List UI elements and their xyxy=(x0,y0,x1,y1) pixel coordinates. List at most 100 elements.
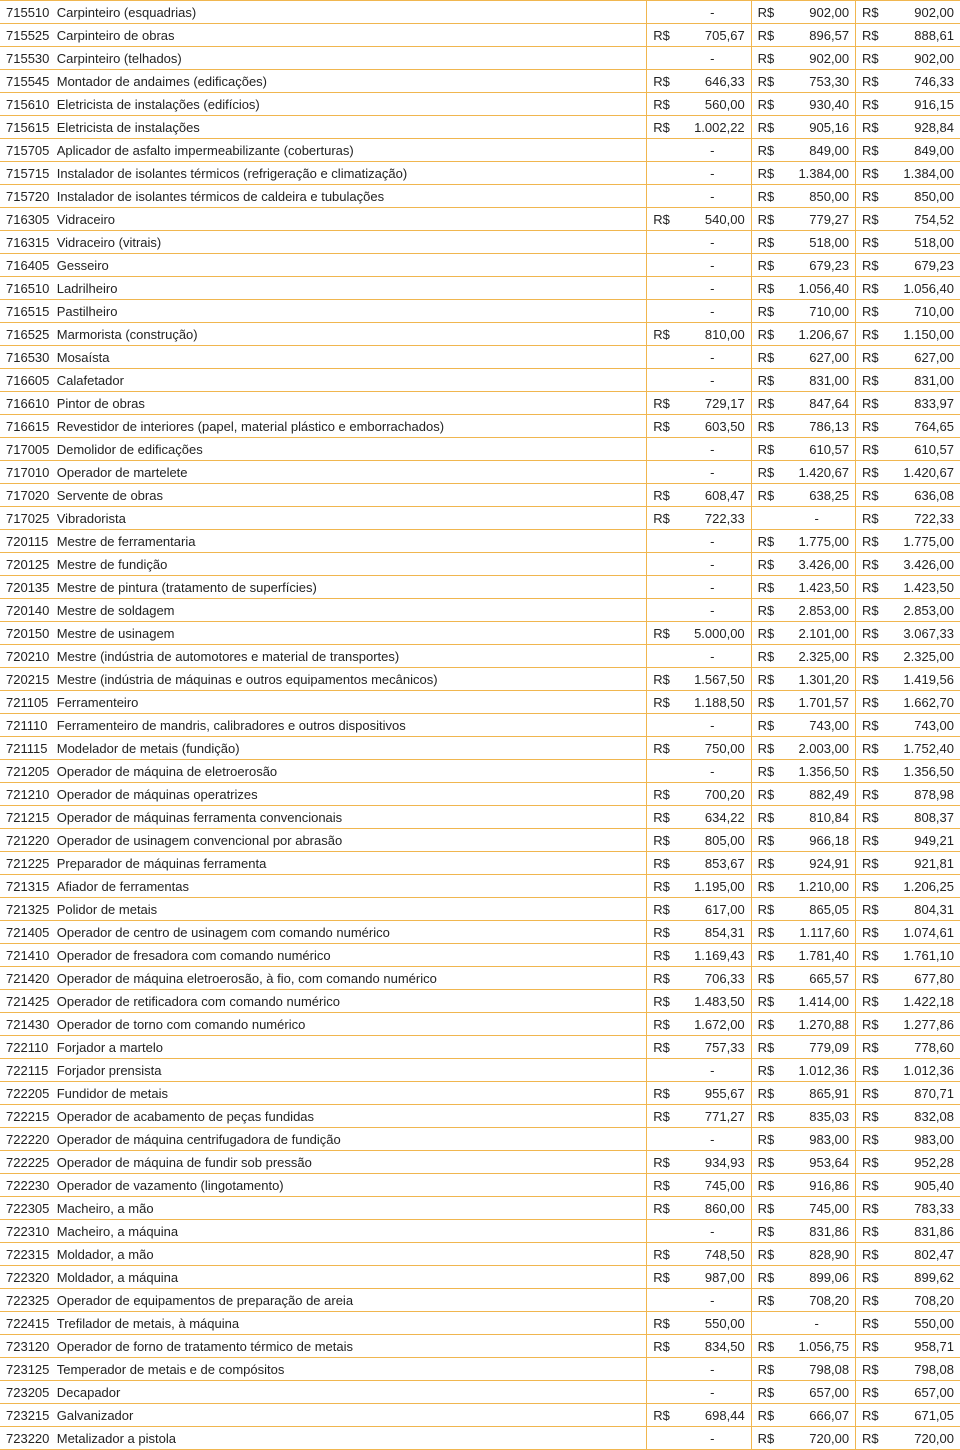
value-cell: 634,22 xyxy=(674,806,751,829)
value-cell: - xyxy=(674,760,751,783)
desc-cell: Operador de máquina de eletroerosão xyxy=(57,760,647,783)
value-cell: 677,80 xyxy=(883,967,960,990)
currency-cell xyxy=(647,1128,674,1151)
currency-cell: R$ xyxy=(647,1266,674,1289)
code-cell: 716510 xyxy=(0,277,57,300)
currency-cell: R$ xyxy=(856,1220,883,1243)
currency-cell xyxy=(647,47,674,70)
code-cell: 715545 xyxy=(0,70,57,93)
currency-cell: R$ xyxy=(647,806,674,829)
currency-cell xyxy=(647,530,674,553)
code-cell: 721115 xyxy=(0,737,57,760)
value-cell: 722,33 xyxy=(674,507,751,530)
value-cell: 1.277,86 xyxy=(883,1013,960,1036)
currency-cell: R$ xyxy=(647,1174,674,1197)
currency-cell: R$ xyxy=(751,967,778,990)
currency-cell xyxy=(647,599,674,622)
currency-cell: R$ xyxy=(751,1059,778,1082)
currency-cell: R$ xyxy=(751,1,778,24)
desc-cell: Macheiro, a máquina xyxy=(57,1220,647,1243)
table-row: 720150Mestre de usinagemR$5.000,00R$2.10… xyxy=(0,622,960,645)
value-cell: - xyxy=(674,369,751,392)
table-row: 721420Operador de máquina eletroerosão, … xyxy=(0,967,960,990)
value-cell: 750,00 xyxy=(674,737,751,760)
value-cell: 560,00 xyxy=(674,93,751,116)
currency-cell xyxy=(751,507,778,530)
table-row: 721110Ferramenteiro de mandris, calibrad… xyxy=(0,714,960,737)
desc-cell: Moldador, a máquina xyxy=(57,1266,647,1289)
currency-cell: R$ xyxy=(751,1289,778,1312)
value-cell: 1.210,00 xyxy=(778,875,855,898)
value-cell: 949,21 xyxy=(883,829,960,852)
table-row: 715720Instalador de isolantes térmicos d… xyxy=(0,185,960,208)
currency-cell: R$ xyxy=(647,1312,674,1335)
value-cell: 1.567,50 xyxy=(674,668,751,691)
currency-cell: R$ xyxy=(751,875,778,898)
currency-cell: R$ xyxy=(856,1289,883,1312)
currency-cell xyxy=(647,300,674,323)
code-cell: 722205 xyxy=(0,1082,57,1105)
currency-cell: R$ xyxy=(856,1059,883,1082)
currency-cell: R$ xyxy=(647,1013,674,1036)
currency-cell: R$ xyxy=(647,507,674,530)
value-cell: 882,49 xyxy=(778,783,855,806)
currency-cell: R$ xyxy=(856,24,883,47)
currency-cell: R$ xyxy=(751,93,778,116)
currency-cell xyxy=(751,1312,778,1335)
desc-cell: Ferramenteiro de mandris, calibradores e… xyxy=(57,714,647,737)
currency-cell xyxy=(647,1381,674,1404)
value-cell: 636,08 xyxy=(883,484,960,507)
value-cell: 850,00 xyxy=(778,185,855,208)
currency-cell: R$ xyxy=(751,1243,778,1266)
value-cell: 849,00 xyxy=(778,139,855,162)
currency-cell: R$ xyxy=(856,944,883,967)
currency-cell: R$ xyxy=(647,1243,674,1266)
value-cell: 808,37 xyxy=(883,806,960,829)
desc-cell: Operador de equipamentos de preparação d… xyxy=(57,1289,647,1312)
code-cell: 720115 xyxy=(0,530,57,553)
value-cell: 3.067,33 xyxy=(883,622,960,645)
value-cell: 1.775,00 xyxy=(778,530,855,553)
currency-cell: R$ xyxy=(647,93,674,116)
code-cell: 717005 xyxy=(0,438,57,461)
value-cell: 671,05 xyxy=(883,1404,960,1427)
currency-cell xyxy=(647,277,674,300)
code-cell: 720140 xyxy=(0,599,57,622)
currency-cell: R$ xyxy=(856,1197,883,1220)
value-cell: 722,33 xyxy=(883,507,960,530)
table-row: 723125Temperador de metais e de compósit… xyxy=(0,1358,960,1381)
value-cell: 3.426,00 xyxy=(883,553,960,576)
value-cell: 921,81 xyxy=(883,852,960,875)
table-row: 716610Pintor de obrasR$729,17R$847,64R$8… xyxy=(0,392,960,415)
currency-cell: R$ xyxy=(751,484,778,507)
value-cell: - xyxy=(674,1059,751,1082)
value-cell: 850,00 xyxy=(883,185,960,208)
currency-cell: R$ xyxy=(856,208,883,231)
currency-cell: R$ xyxy=(856,852,883,875)
code-cell: 720135 xyxy=(0,576,57,599)
currency-cell: R$ xyxy=(751,1105,778,1128)
currency-cell: R$ xyxy=(856,47,883,70)
desc-cell: Mestre de soldagem xyxy=(57,599,647,622)
currency-cell: R$ xyxy=(751,783,778,806)
value-cell: 2.325,00 xyxy=(778,645,855,668)
value-cell: 1.775,00 xyxy=(883,530,960,553)
currency-cell: R$ xyxy=(856,1151,883,1174)
currency-cell: R$ xyxy=(647,622,674,645)
desc-cell: Preparador de máquinas ferramenta xyxy=(57,852,647,875)
currency-cell: R$ xyxy=(856,1128,883,1151)
currency-cell xyxy=(647,438,674,461)
currency-cell: R$ xyxy=(751,1381,778,1404)
value-cell: 743,00 xyxy=(883,714,960,737)
value-cell: 3.426,00 xyxy=(778,553,855,576)
code-cell: 716610 xyxy=(0,392,57,415)
currency-cell xyxy=(647,231,674,254)
table-row: 717005Demolidor de edificações-R$610,57R… xyxy=(0,438,960,461)
value-cell: 860,00 xyxy=(674,1197,751,1220)
value-cell: 757,33 xyxy=(674,1036,751,1059)
currency-cell: R$ xyxy=(856,1404,883,1427)
currency-cell xyxy=(647,369,674,392)
value-cell: 831,00 xyxy=(778,369,855,392)
table-row: 721220Operador de usinagem convencional … xyxy=(0,829,960,852)
code-cell: 716605 xyxy=(0,369,57,392)
